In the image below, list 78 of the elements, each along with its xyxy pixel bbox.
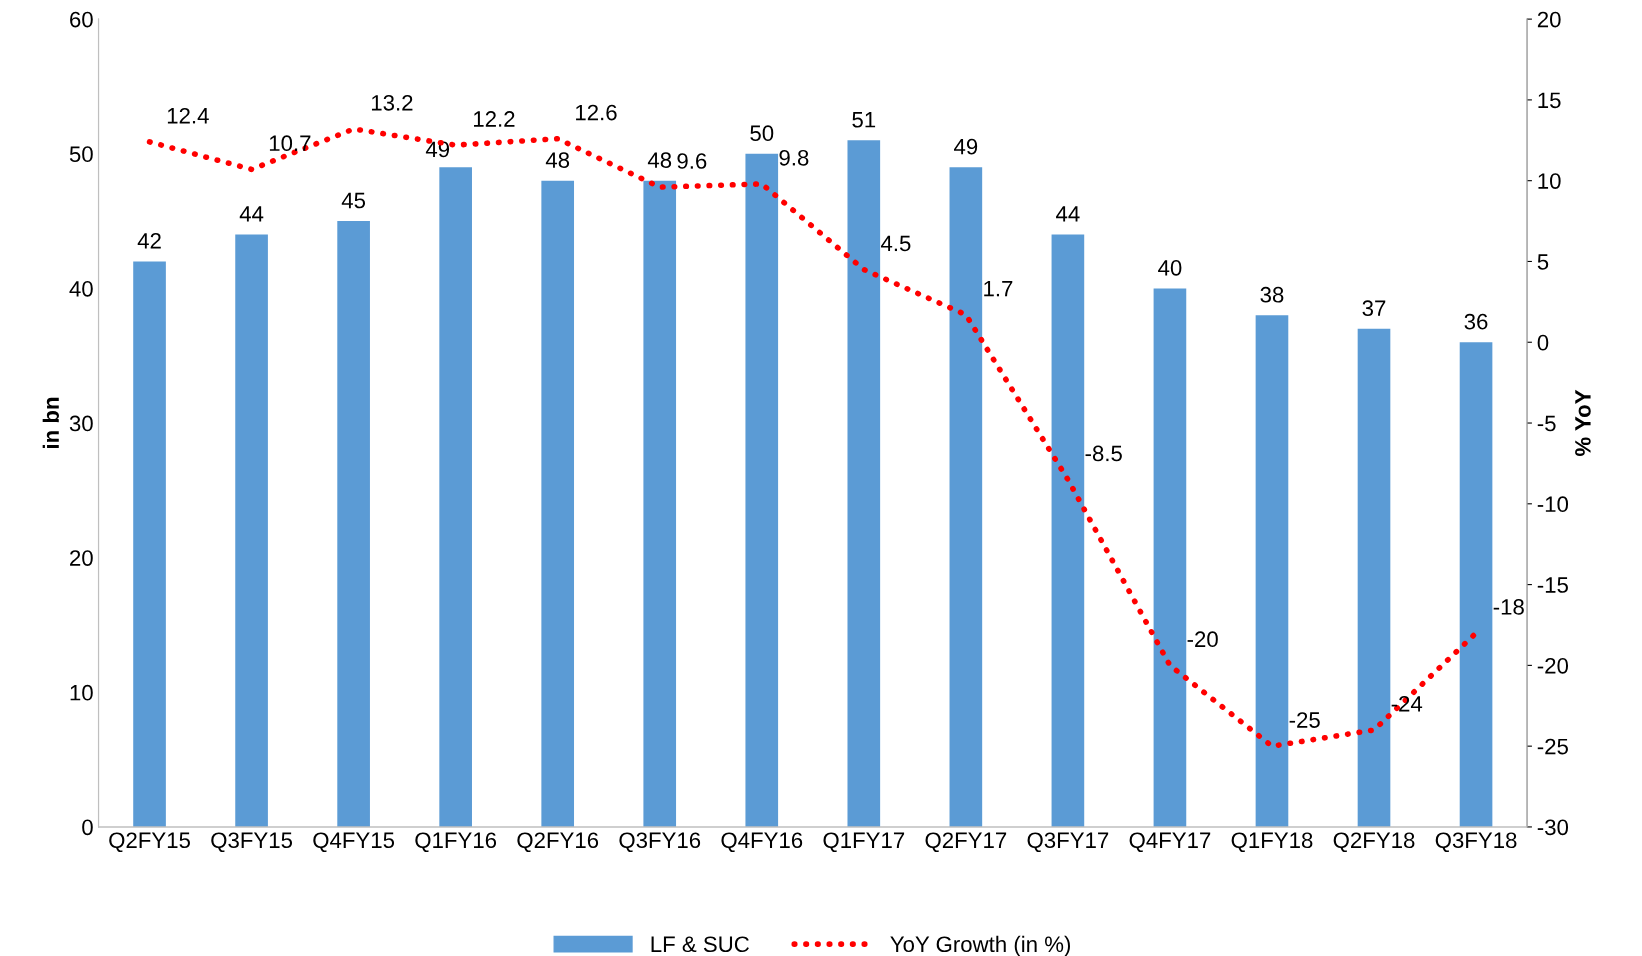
bar	[1051, 234, 1085, 827]
data-label: 40	[1158, 259, 1182, 276]
data-label: -8.5	[1085, 445, 1122, 462]
y-tick-label: 50	[69, 146, 93, 163]
data-label: 49	[954, 138, 978, 155]
data-label: 9.6	[677, 153, 707, 169]
x-tick-label: Q3FY17	[1027, 832, 1109, 853]
y-tick-label: 60	[70, 11, 93, 28]
x-tick-label: Q1FY17	[823, 832, 905, 853]
data-label: 48	[545, 152, 570, 168]
data-label: 51	[852, 112, 876, 128]
data-label: 13.2	[371, 94, 413, 111]
x-tick-label: Q3FY15	[211, 832, 293, 853]
data-label: -18	[1493, 599, 1524, 615]
x-tick-label: Q2FY17	[925, 832, 1007, 853]
data-label: 12.2	[474, 111, 515, 127]
y2-tick-label: 15	[1538, 92, 1561, 109]
y2-tick-label: 5	[1537, 254, 1549, 270]
bar	[337, 221, 370, 827]
data-label: 37	[1362, 300, 1386, 317]
bar	[235, 234, 268, 827]
data-label: 49	[425, 141, 450, 158]
x-tick-label: Q2FY16	[517, 832, 599, 853]
x-tick-label: Q4FY17	[1129, 832, 1211, 853]
data-label: 10.7	[269, 135, 311, 152]
x-tick-label: Q4FY15	[313, 832, 395, 853]
bar	[847, 140, 881, 827]
bar	[1153, 288, 1187, 827]
y-tick-label: 10	[70, 684, 93, 701]
bar	[1255, 315, 1289, 827]
data-label: 44	[239, 206, 264, 222]
x-tick-label: Q2FY15	[109, 832, 190, 853]
data-label: 42	[137, 233, 161, 249]
x-tick-label: Q2FY18	[1333, 832, 1415, 853]
data-label: 45	[341, 192, 366, 209]
data-label: 12.6	[576, 104, 617, 121]
y2-tick-label: 10	[1538, 173, 1561, 189]
y2-tick-label: 0	[1537, 334, 1549, 351]
data-label: -24	[1391, 695, 1423, 712]
y2-tick-label: -30	[1537, 819, 1569, 836]
x-tick-label: Q1FY16	[415, 832, 497, 853]
x-tick-label: Q3FY16	[619, 832, 701, 853]
bar	[133, 261, 166, 827]
data-label: -25	[1289, 712, 1320, 728]
bar	[949, 167, 983, 827]
y-tick-label: 30	[69, 415, 93, 432]
y2-tick-label: -5	[1537, 415, 1556, 432]
data-label: 4.5	[880, 235, 911, 252]
data-label: 38	[1260, 286, 1284, 303]
y2-tick-label: -20	[1537, 657, 1569, 674]
legend-label: LF & SUC	[651, 936, 749, 953]
data-label: 44	[1056, 206, 1080, 222]
data-label: 50	[750, 125, 774, 142]
x-tick-label: Q3FY18	[1435, 832, 1517, 853]
y2-tick-label: -25	[1537, 738, 1568, 755]
y-axis-title: in bn	[42, 397, 59, 449]
data-label: 9.8	[779, 149, 809, 166]
data-label: 12.4	[167, 107, 209, 124]
data-label: -20	[1187, 631, 1218, 648]
y2-axis-title: % YoY	[1575, 389, 1591, 457]
bar	[541, 180, 575, 827]
y-tick-label: 20	[70, 550, 93, 566]
legend-label: YoY Growth (in %)	[890, 935, 1070, 956]
x-tick-label: Q4FY16	[721, 832, 803, 853]
bar	[1357, 328, 1391, 827]
bar	[439, 167, 472, 827]
bar	[643, 180, 677, 827]
y-tick-label: 40	[69, 280, 93, 297]
bar	[1459, 342, 1493, 827]
x-tick-label: Q1FY18	[1231, 832, 1313, 853]
y2-tick-label: 20	[1537, 11, 1561, 28]
y2-tick-label: -10	[1537, 496, 1569, 513]
data-label: 48	[647, 152, 672, 168]
data-label: 36	[1464, 313, 1488, 330]
y2-tick-label: -15	[1537, 577, 1568, 593]
data-label: 1.7	[984, 280, 1013, 297]
bar	[745, 153, 779, 827]
y-tick-label: 0	[82, 819, 93, 836]
